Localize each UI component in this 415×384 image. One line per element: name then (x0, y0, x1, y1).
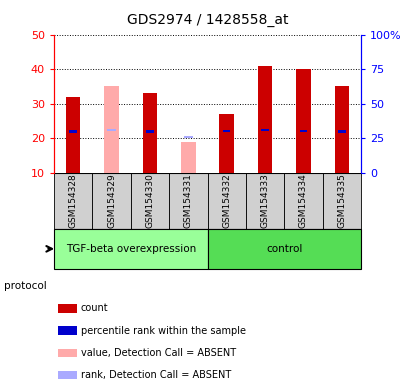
Text: GSM154335: GSM154335 (337, 174, 347, 228)
Bar (261, 129, 269, 131)
Bar (208, 173, 246, 229)
Bar (131, 173, 169, 229)
Bar (66, 97, 81, 173)
Bar (183, 136, 193, 138)
Bar (220, 114, 234, 173)
Text: GSM154330: GSM154330 (145, 174, 154, 228)
Bar (223, 130, 230, 132)
Bar (334, 86, 349, 173)
Bar (143, 93, 157, 173)
Bar (208, 229, 361, 269)
Text: GSM154328: GSM154328 (68, 174, 78, 228)
Bar (323, 173, 361, 229)
Text: GSM154334: GSM154334 (299, 174, 308, 228)
Text: GSM154331: GSM154331 (184, 174, 193, 228)
Bar (181, 142, 195, 173)
Bar (258, 66, 272, 173)
Bar (93, 173, 131, 229)
Text: GSM154329: GSM154329 (107, 174, 116, 228)
Bar (246, 173, 284, 229)
Bar (296, 69, 311, 173)
Bar (338, 130, 346, 132)
Bar (104, 86, 119, 173)
Text: count: count (81, 303, 109, 313)
Bar (54, 229, 208, 269)
Text: TGF-beta overexpression: TGF-beta overexpression (66, 244, 196, 254)
Text: GDS2974 / 1428558_at: GDS2974 / 1428558_at (127, 13, 288, 27)
Text: rank, Detection Call = ABSENT: rank, Detection Call = ABSENT (81, 370, 231, 380)
Text: control: control (266, 244, 303, 254)
Bar (146, 130, 154, 132)
Bar (284, 173, 323, 229)
Text: GSM154333: GSM154333 (261, 174, 270, 228)
Text: protocol: protocol (4, 281, 47, 291)
Bar (300, 130, 307, 132)
Bar (69, 130, 77, 132)
Bar (107, 129, 116, 131)
Text: value, Detection Call = ABSENT: value, Detection Call = ABSENT (81, 348, 236, 358)
Bar (169, 173, 208, 229)
Text: percentile rank within the sample: percentile rank within the sample (81, 326, 246, 336)
Text: GSM154332: GSM154332 (222, 174, 231, 228)
Bar (54, 173, 92, 229)
